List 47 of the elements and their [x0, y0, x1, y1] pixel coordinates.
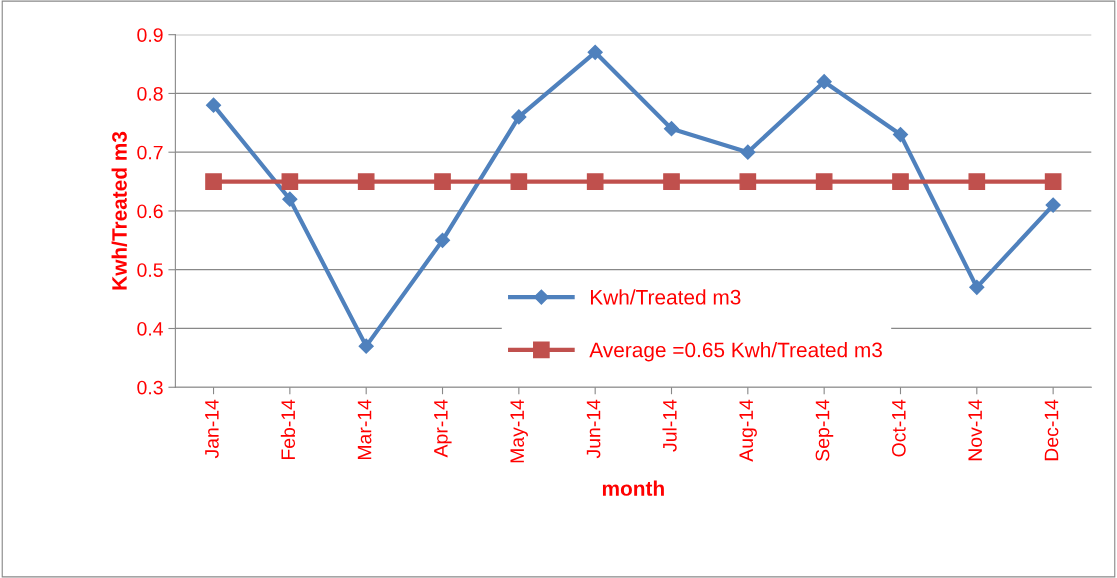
x-tick-label: Apr-14: [434, 399, 452, 458]
point: [892, 127, 909, 143]
point: [357, 173, 375, 190]
y-tick-label: 0.3: [137, 380, 163, 395]
point: [281, 173, 299, 190]
y-tick-label: 0.9: [137, 28, 163, 42]
x-tick-label: Aug-14: [739, 399, 757, 462]
point: [282, 191, 298, 207]
x-tick-label: Nov-14: [968, 399, 983, 461]
point: [892, 173, 909, 190]
point: [510, 173, 528, 190]
x-tick-label: May-14: [510, 399, 528, 463]
point: [587, 44, 603, 60]
point: [511, 109, 527, 125]
x-tick-label: Oct-14: [891, 399, 906, 457]
legend-label: Average =0.65 Kwh/Treated m3: [589, 342, 882, 362]
y-tick-label: 0.5: [137, 263, 163, 277]
x-tick-label: Mar-14: [357, 399, 372, 460]
point: [1044, 173, 1062, 190]
point: [205, 97, 222, 113]
x-tick-label: Jul-14: [662, 399, 677, 452]
x-axis-title: month: [602, 480, 664, 496]
point: [815, 173, 833, 190]
legend-label: Kwh/Treated m3: [590, 289, 741, 305]
x-tick-label: Dec-14: [1044, 399, 1059, 461]
point: [968, 173, 986, 190]
point: [739, 173, 757, 190]
point: [434, 232, 451, 248]
y-axis-title: Kwh/Treated m3: [111, 131, 128, 290]
y-tick-label: 0.7: [137, 145, 163, 160]
y-tick-label: 0.8: [137, 86, 163, 101]
point: [740, 144, 756, 160]
point: [969, 279, 985, 295]
point: [663, 173, 680, 190]
y-tick-label: 0.6: [137, 204, 163, 219]
point: [358, 338, 374, 354]
point: [434, 173, 451, 190]
point: [663, 121, 680, 137]
y-tick-label: 0.4: [137, 321, 163, 336]
point: [205, 173, 222, 190]
point: [586, 173, 604, 190]
x-tick-label: Sep-14: [815, 399, 834, 461]
x-tick-label: Jun-14: [586, 399, 601, 459]
point: [1045, 197, 1061, 213]
x-tick-label: Jan-14: [205, 399, 219, 459]
point: [816, 74, 832, 90]
x-tick-label: Feb-14: [280, 399, 296, 460]
